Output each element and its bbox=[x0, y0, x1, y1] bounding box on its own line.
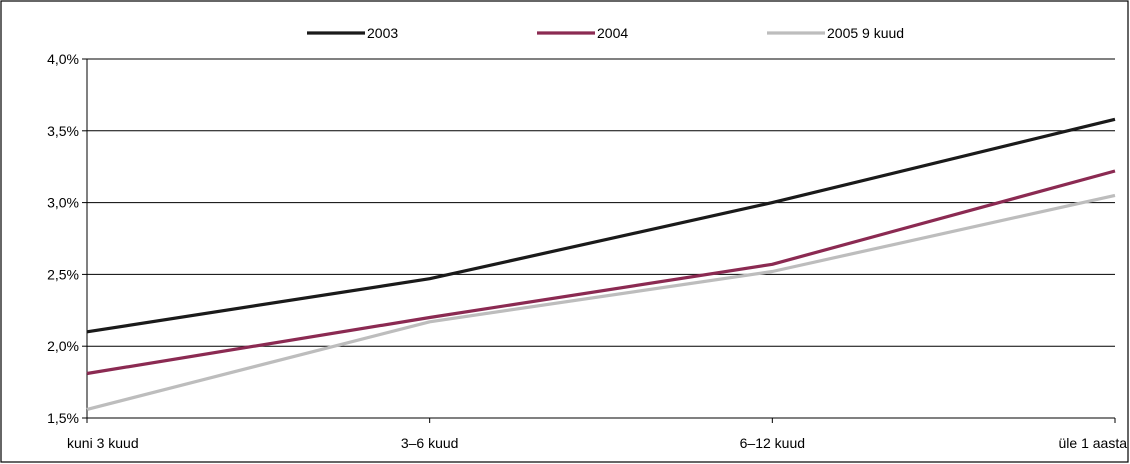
series-line-1 bbox=[86, 169, 1116, 376]
legend-item: 2005 9 kuud bbox=[767, 25, 904, 41]
x-tick-label: 6–12 kuud bbox=[740, 435, 805, 451]
legend: 2003 2004 2005 9 kuud bbox=[307, 25, 904, 41]
y-tick-label: 1,5% bbox=[47, 410, 79, 426]
legend-item: 2003 bbox=[307, 25, 398, 41]
legend-label: 2003 bbox=[367, 25, 398, 41]
legend-label: 2005 9 kuud bbox=[827, 25, 904, 41]
y-tick-label: 4,0% bbox=[47, 51, 79, 67]
y-tick-label: 2,5% bbox=[47, 266, 79, 282]
x-tick-label: üle 1 aasta bbox=[1059, 435, 1128, 451]
y-tick-label: 3,5% bbox=[47, 123, 79, 139]
axes bbox=[82, 58, 1116, 423]
legend-item: 2004 bbox=[537, 25, 628, 41]
legend-label: 2004 bbox=[597, 25, 628, 41]
series-lines bbox=[86, 117, 1116, 411]
x-axis-tick-labels: kuni 3 kuud 3–6 kuud 6–12 kuud üle 1 aasta bbox=[67, 435, 1127, 451]
series-line-0 bbox=[86, 117, 1116, 334]
x-tick-label: kuni 3 kuud bbox=[67, 435, 139, 451]
series-line-2 bbox=[86, 193, 1116, 411]
x-tick-label: 3–6 kuud bbox=[401, 435, 459, 451]
y-axis-tick-labels: 1,5% 2,0% 2,5% 3,0% 3,5% 4,0% bbox=[47, 51, 79, 426]
y-tick-label: 3,0% bbox=[47, 195, 79, 211]
y-tick-label: 2,0% bbox=[47, 338, 79, 354]
